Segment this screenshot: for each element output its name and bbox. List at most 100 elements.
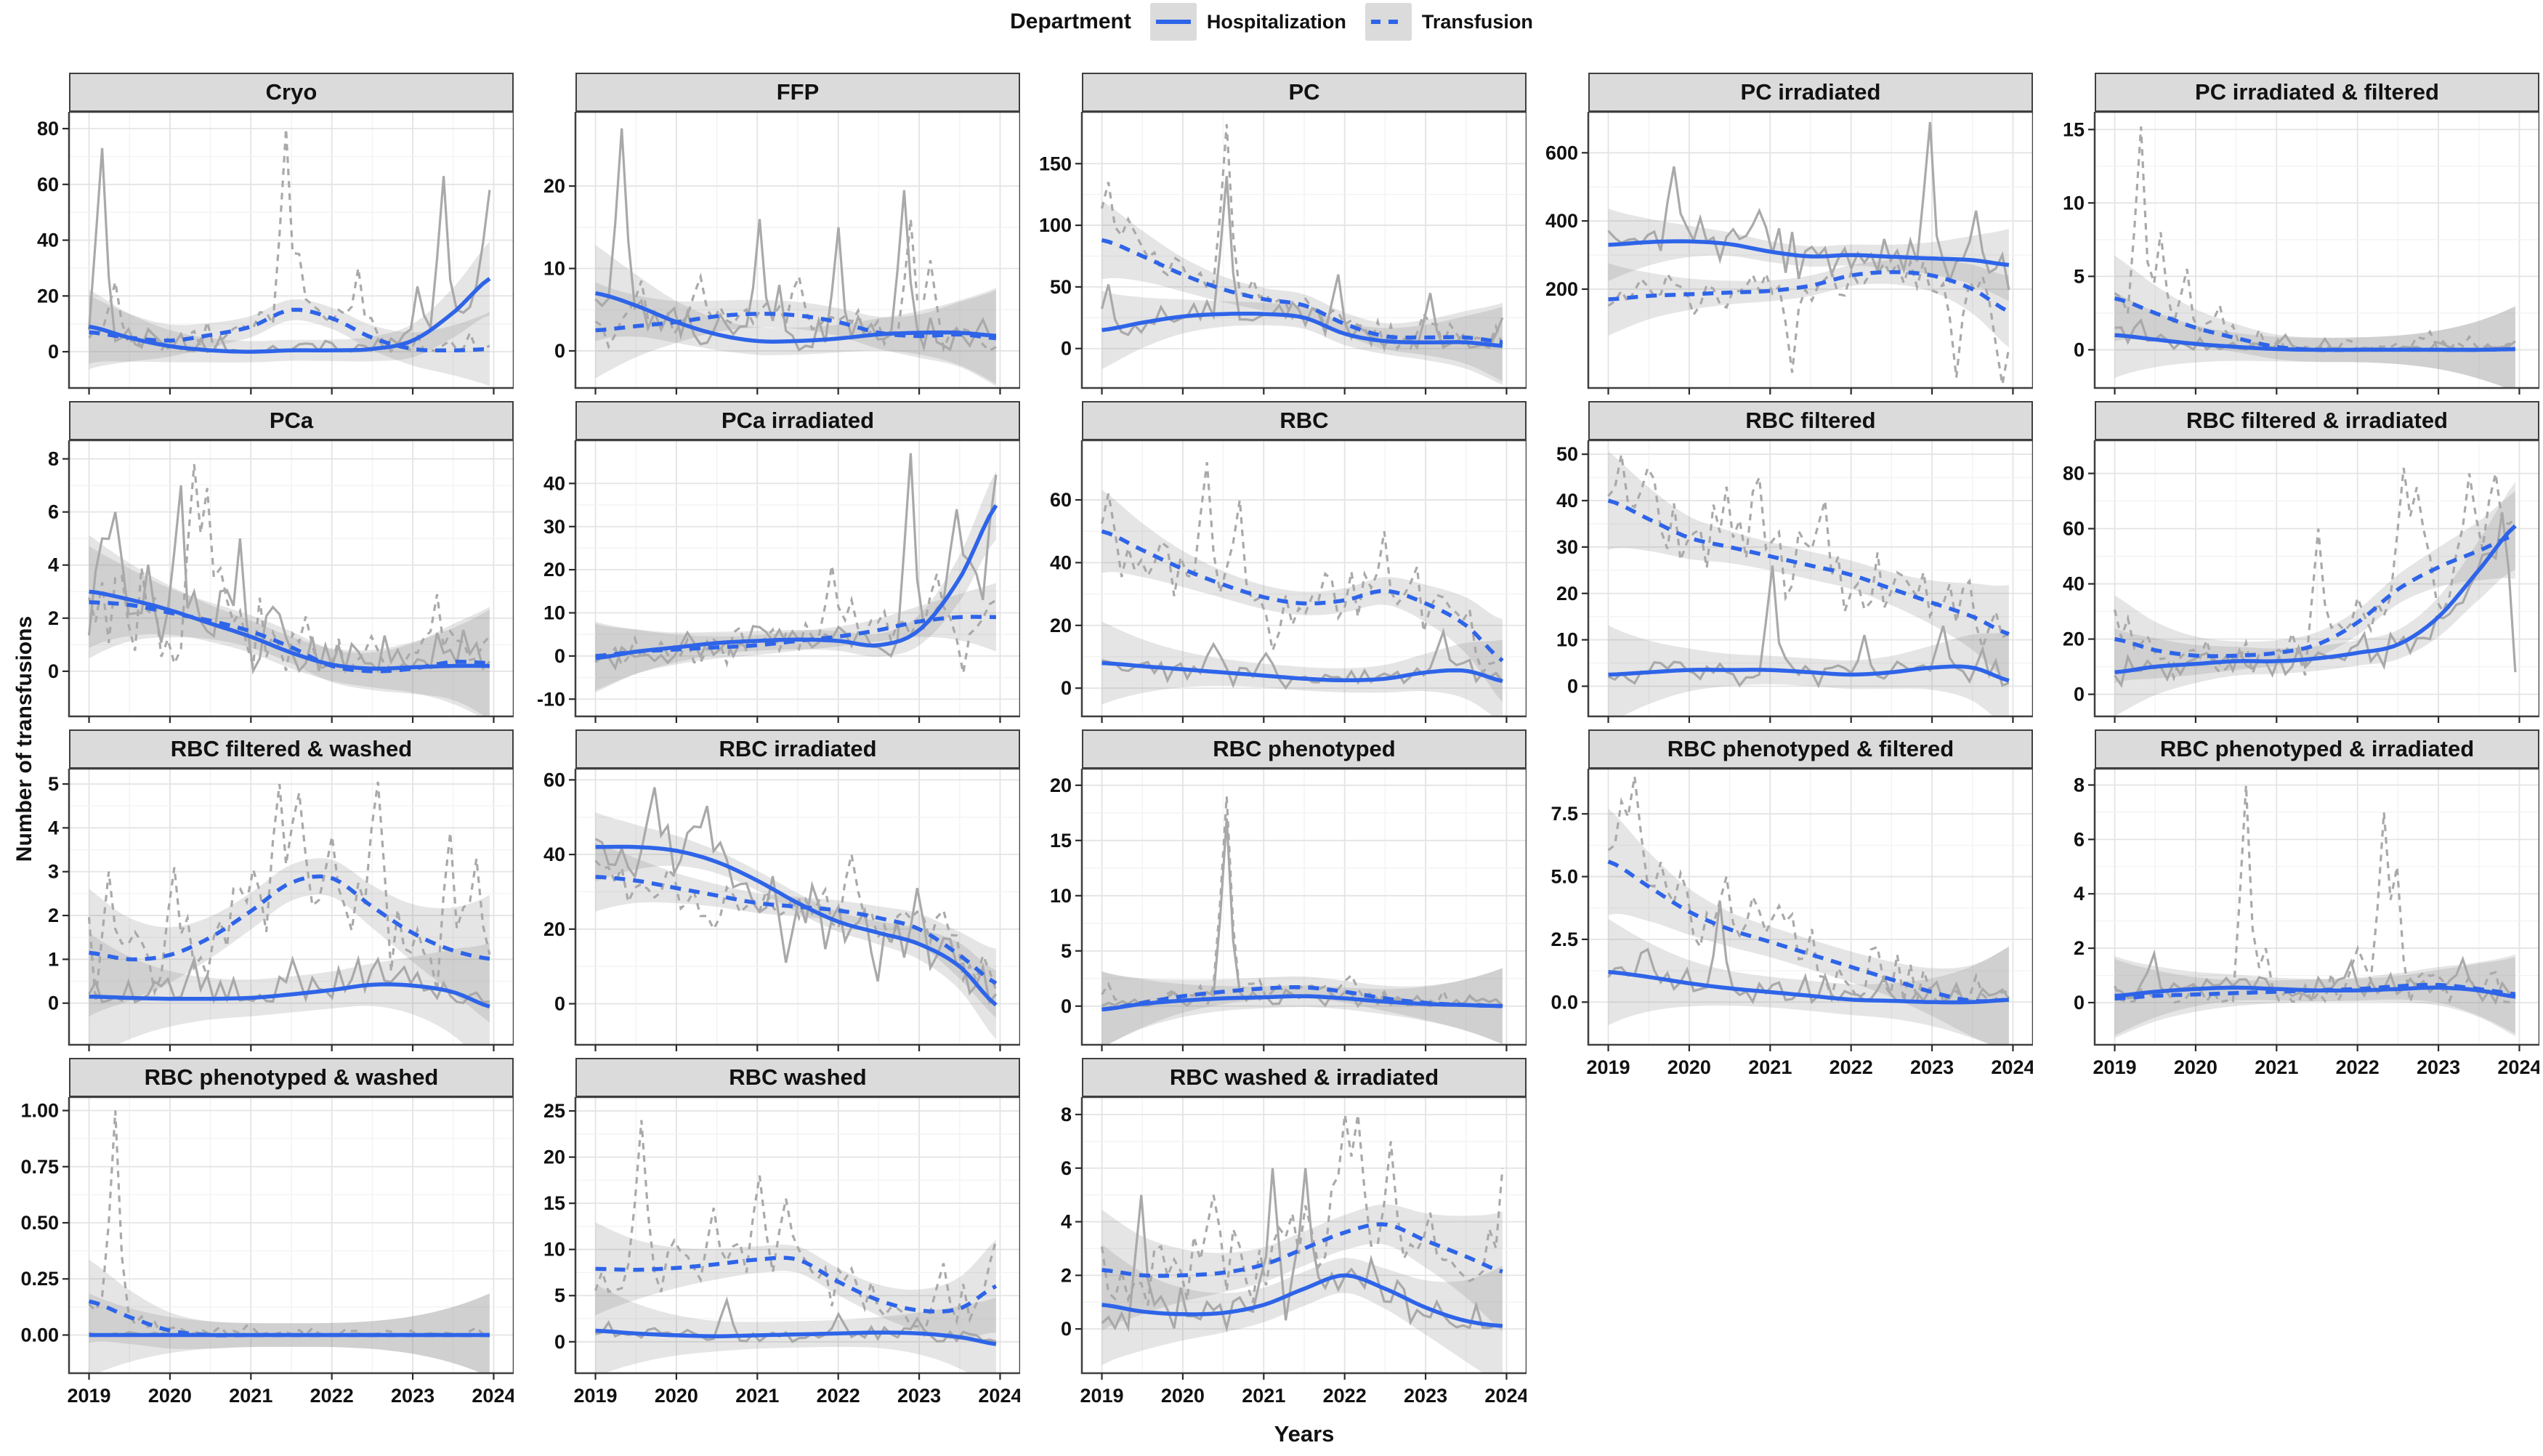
svg-text:2021: 2021	[229, 1385, 272, 1407]
svg-text:0: 0	[1061, 1318, 1072, 1340]
svg-text:20: 20	[2063, 628, 2085, 650]
svg-text:2023: 2023	[897, 1385, 941, 1407]
svg-text:0.25: 0.25	[20, 1268, 59, 1290]
svg-text:4: 4	[2074, 883, 2085, 905]
svg-text:0: 0	[48, 992, 59, 1014]
svg-text:60: 60	[2063, 518, 2085, 540]
facet-plot-area: 0 2 4 6 8 2019 2020 2021 2022 2023 2024	[1061, 1097, 1527, 1407]
svg-text:0: 0	[2074, 992, 2085, 1014]
svg-text:40: 40	[37, 230, 59, 251]
svg-text:5: 5	[554, 1285, 565, 1306]
transfusion-trend-line	[595, 1255, 998, 1314]
hospitalization-trend-line	[595, 844, 998, 1007]
svg-text:20: 20	[543, 1146, 565, 1168]
svg-text:2020: 2020	[1161, 1385, 1205, 1407]
hospitalization-confidence-band	[1608, 918, 2009, 1045]
facet-panel-rbc-phenotyped-irradiated: RBC phenotyped & irradiated 0 2 4 6 8 2019 2020…	[2033, 729, 2539, 1080]
svg-text:10: 10	[543, 258, 565, 280]
dashed-line-icon	[1370, 20, 1406, 24]
svg-text:0: 0	[48, 660, 59, 682]
hospitalization-confidence-band	[89, 932, 490, 1045]
facet-plot-area: 0 5 10 15	[2063, 112, 2539, 395]
svg-text:2021: 2021	[2255, 1056, 2298, 1078]
facet-title: RBC filtered & irradiated	[2095, 401, 2539, 440]
hospitalization-raw-line	[1607, 121, 2010, 291]
svg-text:20: 20	[543, 559, 565, 581]
svg-text:2: 2	[48, 607, 59, 629]
svg-text:600: 600	[1545, 142, 1578, 163]
transfusion-confidence-band	[595, 1222, 996, 1340]
svg-text:400: 400	[1545, 210, 1578, 232]
hospitalization-confidence-band	[1101, 621, 1503, 716]
svg-text:80: 80	[37, 118, 59, 139]
svg-text:100: 100	[1039, 214, 1072, 236]
svg-text:20: 20	[543, 175, 565, 197]
svg-text:8: 8	[48, 448, 59, 470]
svg-text:4: 4	[48, 817, 59, 838]
svg-text:0.00: 0.00	[20, 1324, 59, 1346]
transfusion-confidence-band	[2114, 491, 2515, 683]
legend-key-transfusion: Transfusion	[1365, 3, 1533, 41]
facet-title: RBC irradiated	[575, 729, 1020, 769]
legend-key-hospitalization: Hospitalization	[1149, 3, 1346, 41]
svg-text:10: 10	[543, 1239, 565, 1261]
svg-text:2019: 2019	[574, 1385, 618, 1407]
svg-text:0.75: 0.75	[20, 1156, 59, 1178]
svg-text:2023: 2023	[1404, 1385, 1447, 1407]
hospitalization-trend-line	[595, 504, 998, 660]
legend-label-transfusion: Transfusion	[1421, 10, 1533, 33]
facet-title: PC irradiated & filtered	[2095, 73, 2539, 112]
svg-text:2019: 2019	[2093, 1056, 2137, 1078]
transfusion-raw-line	[1100, 1114, 1504, 1306]
facet-panel-rbc-irradiated: RBC irradiated 0 20 40 60	[514, 729, 1020, 1053]
transfusion-confidence-band	[595, 842, 996, 1018]
facet-panel-rbc-phenotyped: RBC phenotyped 0 5 10 15 20	[1020, 729, 1527, 1053]
svg-text:5.0: 5.0	[1551, 866, 1578, 888]
svg-text:2024: 2024	[1991, 1056, 2033, 1078]
facet-title: RBC washed & irradiated	[1082, 1058, 1527, 1097]
svg-text:1: 1	[48, 948, 59, 970]
svg-text:10: 10	[2063, 192, 2085, 214]
facet-title: RBC	[1082, 401, 1527, 440]
svg-text:2022: 2022	[310, 1385, 354, 1407]
hospitalization-trend-line	[1101, 311, 1503, 348]
svg-text:8: 8	[1061, 1104, 1072, 1125]
hospitalization-trend-line	[1101, 1273, 1503, 1328]
facet-title: PC	[1082, 73, 1527, 112]
svg-text:5: 5	[48, 773, 59, 795]
svg-text:0: 0	[2074, 339, 2085, 360]
transfusion-confidence-band	[1608, 451, 2009, 684]
svg-text:2022: 2022	[817, 1385, 860, 1407]
svg-text:2021: 2021	[1748, 1056, 1792, 1078]
svg-text:2: 2	[1061, 1264, 1072, 1286]
facet-plot-area: 0 20 40 60 80	[37, 112, 514, 395]
hospitalization-confidence-band	[595, 1284, 996, 1373]
facet-plot-area: -10 0 10 20 30 40	[537, 440, 1020, 723]
hospitalization-confidence-band	[1101, 968, 1503, 1045]
svg-text:30: 30	[1556, 536, 1578, 558]
svg-text:2022: 2022	[2336, 1056, 2380, 1078]
transfusion-confidence-band	[1101, 968, 1503, 1045]
facet-title: Cryo	[69, 73, 514, 112]
svg-text:0: 0	[1061, 995, 1072, 1017]
svg-text:2020: 2020	[1667, 1056, 1711, 1078]
transfusion-trend-line	[595, 312, 997, 341]
facet-plot-area: 0.00 0.25 0.50 0.75 1.00 2019 2020 2021 2022 2023…	[20, 1097, 514, 1407]
svg-text:7.5: 7.5	[1551, 803, 1578, 825]
facet-plot-area: 0 20 40 60	[1050, 440, 1527, 723]
hospitalization-trend-line	[2114, 333, 2515, 352]
facet-title: RBC phenotyped & washed	[69, 1058, 514, 1097]
svg-text:60: 60	[543, 769, 565, 790]
transfusion-trend-line	[1101, 238, 1503, 344]
transfusion-confidence-band	[1101, 1204, 1503, 1332]
hospitalization-raw-line	[2114, 511, 2517, 688]
svg-text:0: 0	[48, 341, 59, 363]
svg-text:2024: 2024	[978, 1385, 1020, 1407]
facet-plot-area: 0 2 4 6 8	[48, 440, 514, 723]
transfusion-raw-line	[1100, 462, 1503, 675]
svg-text:2024: 2024	[2497, 1056, 2539, 1078]
facet-panel-pca: PCa 0 2 4 6 8	[7, 401, 514, 725]
svg-text:0.50: 0.50	[20, 1212, 59, 1234]
facet-plot-area: 0 50 100 150	[1039, 112, 1527, 395]
hospitalization-confidence-band	[89, 241, 490, 364]
